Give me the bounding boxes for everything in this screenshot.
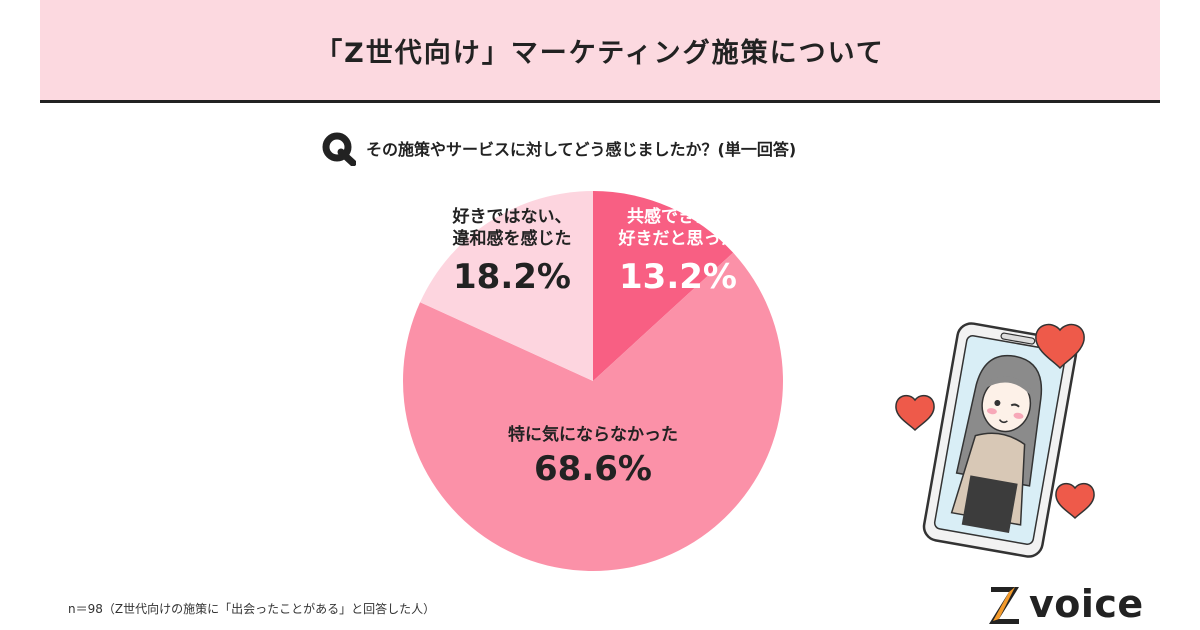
- pie-slice-label: 好きではない、: [452, 206, 572, 227]
- footnote: n＝98（Z世代向けの施策に「出会ったことがある」と回答した人）: [68, 602, 436, 616]
- pie-slice: [420, 191, 593, 381]
- pie-slice: [593, 191, 734, 381]
- q-icon: [322, 132, 356, 166]
- pie-slice-label: 好きだと思った: [618, 228, 738, 249]
- pie-slice-value: 13.2%: [619, 257, 737, 297]
- question-row: その施策やサービスに対してどう感じましたか？(単一回答): [320, 130, 796, 166]
- page-title: 「Z世代向け」マーケティング施策について: [315, 37, 885, 69]
- pie-slice-value: 18.2%: [453, 257, 571, 297]
- z-logo-icon: [989, 587, 1019, 624]
- smartphone-girl-hearts-illustration: [895, 322, 1095, 558]
- brand-wordmark: voice: [1029, 582, 1144, 626]
- brand-logo: voice: [985, 582, 1144, 626]
- pie-slice: [403, 252, 784, 572]
- question-text: その施策やサービスに対してどう感じましたか？(単一回答): [366, 140, 797, 159]
- pie-slice-label: 共感できた、: [627, 206, 729, 227]
- pie-slice-label: 特に気にならなかった: [508, 424, 678, 445]
- pie-slice-value: 68.6%: [534, 449, 652, 489]
- pie-slice-label: 違和感を感じた: [453, 228, 572, 249]
- header-banner: 「Z世代向け」マーケティング施策について: [40, 0, 1160, 103]
